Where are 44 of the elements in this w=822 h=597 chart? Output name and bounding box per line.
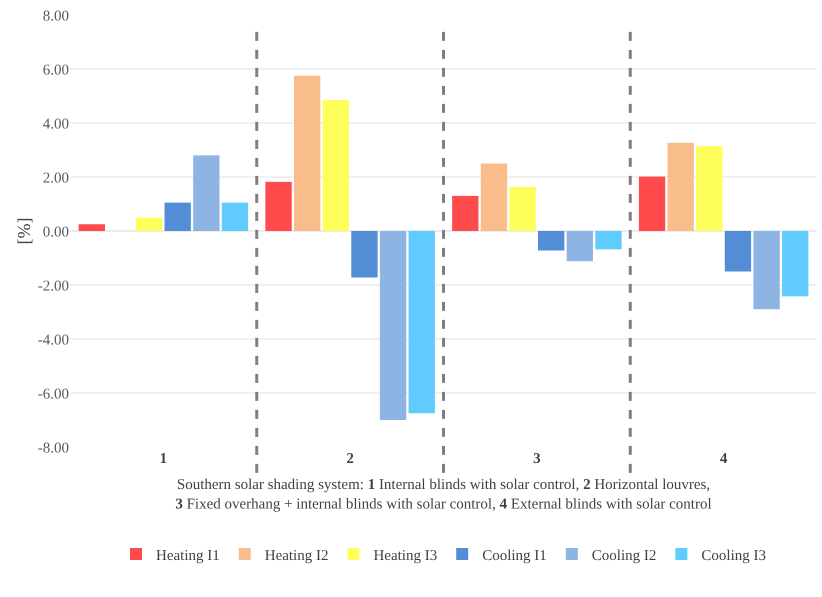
y-tick-label: 2.00 — [42, 170, 69, 186]
legend-label: Heating I3 — [373, 548, 438, 564]
x-tick-label: 4 — [720, 451, 728, 467]
bar — [724, 231, 752, 272]
bar — [538, 231, 564, 250]
y-tick-label: -4.00 — [38, 332, 69, 348]
bar — [566, 231, 593, 262]
bar — [265, 182, 292, 231]
y-tick-label: 4.00 — [42, 116, 69, 132]
bar — [136, 218, 162, 231]
x-tick-label: 1 — [160, 451, 168, 467]
y-axis-title: [%] — [14, 218, 34, 244]
bar — [193, 155, 220, 231]
bar — [78, 224, 105, 231]
x-tick-label: 2 — [346, 451, 354, 467]
bar — [480, 164, 508, 231]
y-tick-label: -6.00 — [38, 386, 69, 402]
bar — [638, 176, 666, 231]
bar — [222, 202, 248, 231]
y-tick-label: -2.00 — [38, 278, 69, 294]
y-tick-label: 6.00 — [42, 62, 69, 78]
bar — [322, 100, 349, 231]
bar — [351, 231, 378, 278]
bar — [509, 186, 536, 231]
bar — [294, 76, 320, 231]
text: Southern solar shading system: 1 Internal blinds with solar control, 2 Horizontal louvres, 3 Fixed overhang + internal blinds with solar control, 4 External blinds with solar control — [175, 477, 712, 512]
legend-label: Cooling I3 — [701, 548, 766, 564]
legend-label: Heating I1 — [156, 548, 220, 564]
bar — [408, 231, 435, 414]
bar — [595, 231, 622, 250]
bar — [753, 231, 780, 310]
x-tick-label: 3 — [533, 451, 541, 467]
y-tick-label: 8.00 — [42, 8, 69, 24]
bar — [668, 142, 694, 231]
bar — [782, 231, 808, 296]
y-tick-label: -8.00 — [38, 440, 69, 456]
bar — [380, 231, 406, 420]
legend-label: Heating I2 — [264, 548, 328, 564]
bar — [164, 202, 191, 231]
bar — [452, 196, 478, 231]
legend-label: Cooling I1 — [482, 548, 547, 564]
legend-label: Cooling I2 — [592, 548, 656, 564]
bar — [696, 146, 722, 231]
y-tick-label: 0.00 — [42, 224, 69, 240]
